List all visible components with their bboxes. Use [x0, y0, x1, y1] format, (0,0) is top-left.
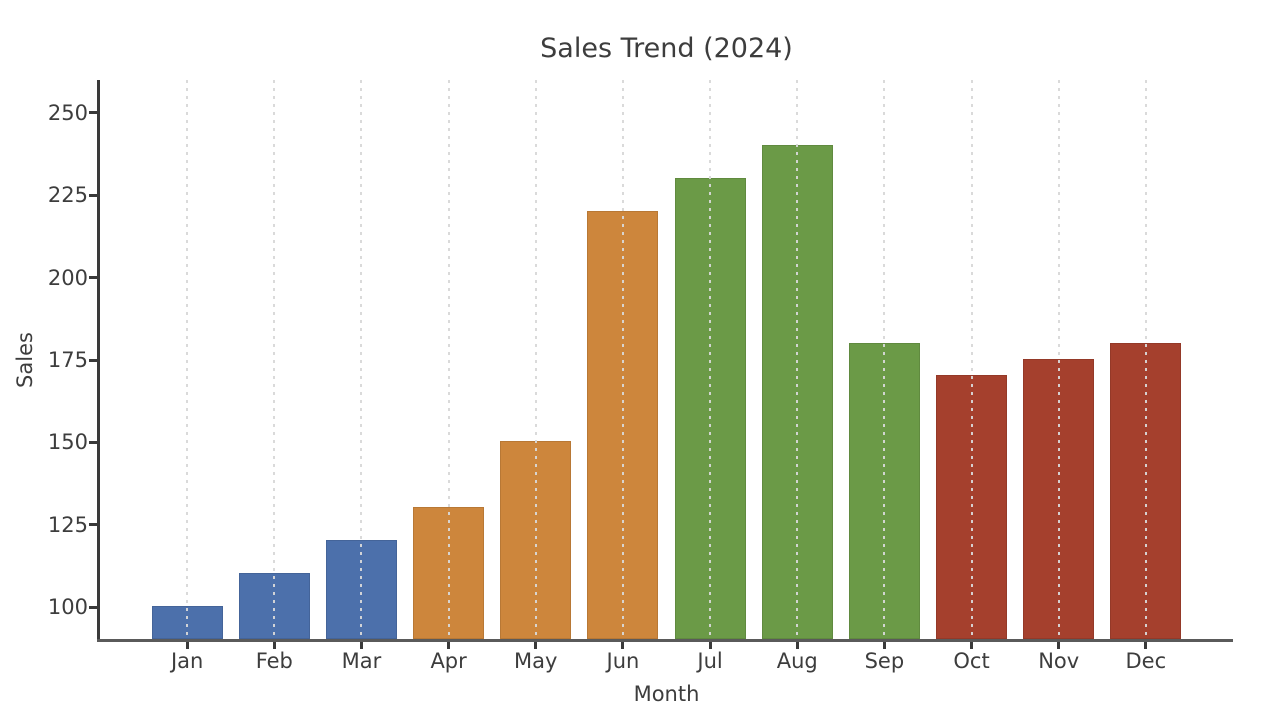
- gridline-mar: [360, 80, 363, 638]
- x-tick-label: Apr: [430, 649, 467, 673]
- gridline-jul: [709, 80, 712, 638]
- y-tick-mark: [89, 523, 97, 527]
- y-tick-label: 150: [47, 430, 88, 455]
- x-tick-label: Nov: [1038, 649, 1080, 673]
- x-tick-label: May: [514, 649, 558, 673]
- y-axis-spine: [97, 80, 100, 642]
- x-tick-label: Jul: [697, 649, 723, 673]
- x-tick-mark: [708, 642, 712, 649]
- x-tick-label: Aug: [776, 649, 818, 673]
- x-tick-mark: [272, 642, 276, 649]
- x-tick-label: Jan: [170, 649, 204, 673]
- gridline-nov: [1057, 80, 1060, 638]
- gridline-sep: [883, 80, 886, 638]
- x-axis-spine: [97, 639, 1233, 642]
- gridline-may: [534, 80, 537, 638]
- gridline-aug: [796, 80, 799, 638]
- chart-title: Sales Trend (2024): [540, 33, 793, 64]
- x-tick-mark: [447, 642, 451, 649]
- gridline-dec: [1144, 80, 1147, 638]
- y-tick-label: 225: [47, 183, 88, 208]
- y-tick-mark: [89, 358, 97, 362]
- y-tick-label: 175: [47, 348, 88, 372]
- y-tick-label: 125: [47, 512, 88, 537]
- y-tick-mark: [89, 605, 97, 609]
- x-tick-mark: [1057, 642, 1061, 649]
- gridline-oct: [970, 80, 973, 638]
- x-tick-mark: [621, 642, 625, 649]
- x-tick-label: Oct: [953, 649, 990, 673]
- x-tick-label: Sep: [864, 649, 905, 673]
- x-tick-mark: [185, 642, 189, 649]
- gridline-feb: [273, 80, 276, 638]
- x-tick-mark: [1144, 642, 1148, 649]
- x-tick-mark: [970, 642, 974, 649]
- y-tick-mark: [89, 276, 97, 280]
- x-tick-label: Feb: [255, 649, 293, 673]
- x-tick-mark: [882, 642, 886, 649]
- gridline-apr: [447, 80, 450, 638]
- y-tick-label: 250: [47, 100, 88, 125]
- x-tick-label: Dec: [1125, 649, 1167, 673]
- y-tick-label: 100: [47, 595, 88, 620]
- y-tick-mark: [89, 440, 97, 444]
- x-tick-label: Mar: [341, 649, 382, 673]
- y-tick-label: 200: [47, 265, 88, 290]
- x-tick-mark: [534, 642, 538, 649]
- x-tick-label: Jun: [606, 649, 640, 673]
- y-tick-mark: [89, 111, 97, 115]
- gridline-jan: [186, 80, 189, 638]
- y-tick-mark: [89, 193, 97, 197]
- x-axis-label: Month: [633, 682, 700, 706]
- x-tick-mark: [359, 642, 363, 649]
- gridline-jun: [621, 80, 624, 638]
- x-tick-mark: [795, 642, 799, 649]
